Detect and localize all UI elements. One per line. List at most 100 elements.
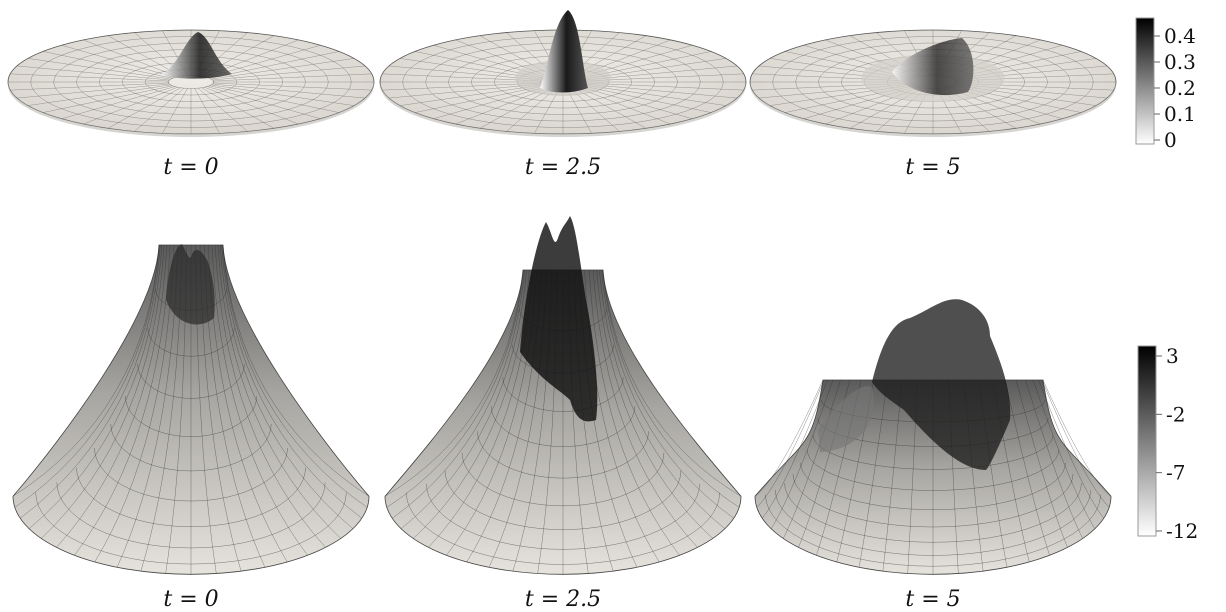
grid-spoke <box>212 82 372 91</box>
disc-surface <box>7 29 375 137</box>
colorbar-tick-label: 0.3 <box>1164 50 1196 74</box>
bump-crest <box>892 38 974 96</box>
grid-spoke <box>455 86 551 125</box>
grid-spoke <box>42 51 174 79</box>
panel-label: t = 0 <box>163 587 218 612</box>
grid-spoke <box>10 82 170 91</box>
ring-cluster <box>872 299 1011 470</box>
grid-meridian <box>1004 379 1050 556</box>
colorbar-frame <box>1135 17 1155 145</box>
grid-spoke <box>16 83 171 99</box>
colorbar-frame <box>1137 345 1157 537</box>
grid-spoke <box>61 86 176 119</box>
row1-panel-3: t = 5 <box>749 29 1117 180</box>
grid-spoke <box>506 87 557 132</box>
colorbar-gradient <box>1138 346 1156 536</box>
colorbar-bottom: 3 -2 -7 -12 <box>1137 344 1198 543</box>
grid-meridian <box>601 269 734 519</box>
grid-spoke <box>83 39 179 78</box>
grid-meridian <box>593 269 698 548</box>
colorbar-tick-label: 0.4 <box>1164 24 1196 48</box>
grid-meridian <box>588 269 680 556</box>
grid-spoke <box>10 73 170 82</box>
row2-panel-2: t = 2.5 <box>384 216 742 612</box>
panel-label: t = 2.5 <box>525 587 601 612</box>
grid-spoke <box>206 86 321 119</box>
grid-spoke <box>134 87 185 132</box>
grid-meridian <box>599 269 726 529</box>
grid-spoke <box>42 85 174 113</box>
colorbar-tick-label: 0.1 <box>1164 102 1196 126</box>
grid-spoke <box>210 58 355 80</box>
cone-surface <box>384 269 742 575</box>
grid-spoke <box>479 87 554 129</box>
grid-meridian <box>56 244 168 548</box>
row1-panel-2: t = 2.5 <box>379 10 747 180</box>
grid-meridian <box>222 244 368 508</box>
grid-meridian <box>12 244 160 497</box>
grid-spoke <box>578 86 693 119</box>
bump-peak <box>160 32 232 79</box>
grid-spoke <box>208 85 340 113</box>
grid-spoke <box>582 84 727 106</box>
grid-meridian <box>392 269 525 519</box>
grid-spoke <box>211 65 366 81</box>
grid-spoke <box>212 73 372 82</box>
grid-meridian <box>214 244 326 548</box>
peak-cluster <box>166 244 215 325</box>
colorbar-tick-label: -12 <box>1166 519 1198 543</box>
grid-spoke <box>162 88 188 134</box>
grid-meridian <box>754 379 824 497</box>
grid-spoke <box>580 85 712 113</box>
grid-meridian <box>400 269 527 529</box>
grid-meridian <box>602 269 742 497</box>
grid-meridian <box>602 269 740 508</box>
colorbar-tick-label: -2 <box>1166 402 1185 426</box>
colorbar-top: 0.40.30.20.10 <box>1135 17 1196 152</box>
panel-label: t = 0 <box>163 155 218 180</box>
grid-spoke <box>197 87 248 132</box>
grid-spoke <box>388 83 543 99</box>
grid-spoke <box>382 73 542 82</box>
grid-spoke <box>27 84 172 106</box>
grid-spoke <box>203 86 299 125</box>
grid-meridian <box>858 379 888 568</box>
grid-meridian <box>882 379 903 572</box>
grid-spoke <box>569 87 620 132</box>
peak-cluster <box>520 216 598 422</box>
grid-meridian <box>1032 379 1096 529</box>
colorbar-gradient <box>1136 18 1154 144</box>
grid-meridian <box>386 269 524 508</box>
grid-spoke <box>61 45 176 78</box>
grid-meridian <box>1041 379 1110 508</box>
grid-spoke <box>583 83 738 99</box>
grid-spoke <box>575 86 671 125</box>
panel-label: t = 5 <box>905 587 960 612</box>
row1-panel-1: t = 0 <box>7 29 375 180</box>
grid-spoke <box>16 65 171 81</box>
grid-meridian <box>596 269 713 539</box>
grid-spoke <box>107 87 182 129</box>
grid-spoke <box>200 87 275 129</box>
bump-peak <box>540 10 588 93</box>
grid-meridian <box>41 244 165 539</box>
grid-spoke <box>382 82 542 91</box>
grid-spoke <box>194 88 220 134</box>
panel-label: t = 5 <box>905 155 960 180</box>
grid-spoke <box>572 87 647 129</box>
grid-meridian <box>14 244 160 508</box>
grid-meridian <box>28 244 163 529</box>
grid-spoke <box>414 85 546 113</box>
grid-spoke <box>211 83 366 99</box>
colorbar-tick-label: 0.2 <box>1164 76 1196 100</box>
grid-spoke <box>83 86 179 125</box>
grid-spoke <box>584 82 744 91</box>
grid-meridian <box>756 379 825 508</box>
cone-surface <box>12 244 370 575</box>
grid-meridian <box>770 379 834 529</box>
colorbar-tick-label: 0 <box>1164 128 1177 152</box>
colorbar-tick-label: 3 <box>1166 344 1179 368</box>
colorbar-tick-label: -7 <box>1166 461 1185 485</box>
side-lobe <box>818 386 874 452</box>
